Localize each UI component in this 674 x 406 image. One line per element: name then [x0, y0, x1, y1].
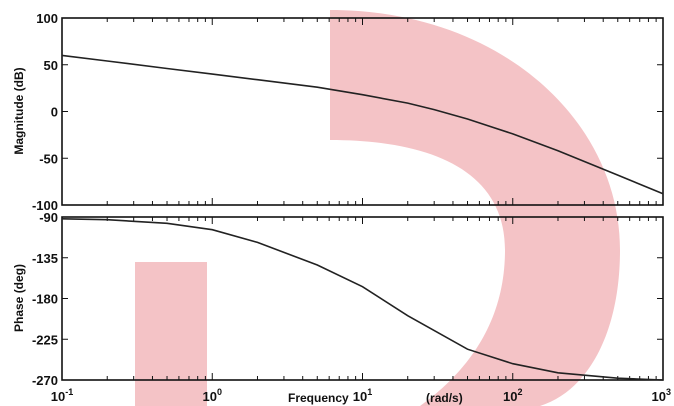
x-tick-label-base: 10: [203, 389, 217, 404]
magnitude-y-tick-label: 50: [44, 58, 58, 73]
watermark-logo: [135, 10, 620, 406]
x-tick-label-base: 10: [51, 389, 65, 404]
watermark-bowl: [330, 10, 620, 406]
x-tick-label-base: 10: [353, 389, 367, 404]
x-tick-label-exponent: 3: [666, 387, 671, 397]
magnitude-y-tick-label: -100: [32, 198, 58, 213]
phase-panel: -90 -135 -180 -225 -270 Phase (deg): [12, 210, 664, 388]
x-tick-label: 102: [503, 387, 522, 404]
magnitude-y-axis-label: Magnitude (dB): [12, 67, 26, 154]
x-tick-label: 101: [353, 387, 372, 404]
magnitude-y-ticks: 100 50 0 -50 -100: [32, 11, 663, 213]
phase-y-tick-label: -270: [32, 373, 58, 388]
magnitude-y-tick-label: 100: [36, 11, 58, 26]
phase-y-tick-label: -90: [39, 210, 58, 225]
x-tick-label-exponent: 0: [217, 387, 222, 397]
phase-y-tick-label: -225: [32, 332, 58, 347]
magnitude-y-tick-label: -50: [39, 151, 58, 166]
watermark-stem: [135, 262, 207, 406]
x-tick-label: 100: [203, 387, 222, 404]
phase-y-tick-label: -180: [32, 292, 58, 307]
x-axis-ticks: 10-1 100 101 102 103: [51, 387, 671, 404]
x-axis-unit-label: (rad/s): [426, 391, 463, 405]
magnitude-panel: 100 50 0 -50 -100 Magnitude (dB): [12, 11, 664, 213]
x-tick-label-base: 10: [503, 389, 517, 404]
phase-y-axis-label: Phase (deg): [12, 264, 26, 332]
x-tick-label-exponent: 1: [367, 387, 372, 397]
x-tick-label-exponent: 2: [517, 387, 522, 397]
magnitude-y-tick-label: 0: [51, 105, 58, 120]
x-axis-label-text: Frequency: [288, 391, 349, 405]
phase-y-tick-label: -135: [32, 251, 58, 266]
x-tick-label: 103: [652, 387, 671, 404]
x-tick-label: 10-1: [51, 387, 73, 404]
x-axis-label: Frequency (rad/s): [288, 391, 463, 405]
x-tick-label-base: 10: [652, 389, 666, 404]
magnitude-curve: [61, 54, 664, 195]
x-tick-label-exponent: -1: [65, 387, 73, 397]
phase-curve: [61, 218, 664, 381]
